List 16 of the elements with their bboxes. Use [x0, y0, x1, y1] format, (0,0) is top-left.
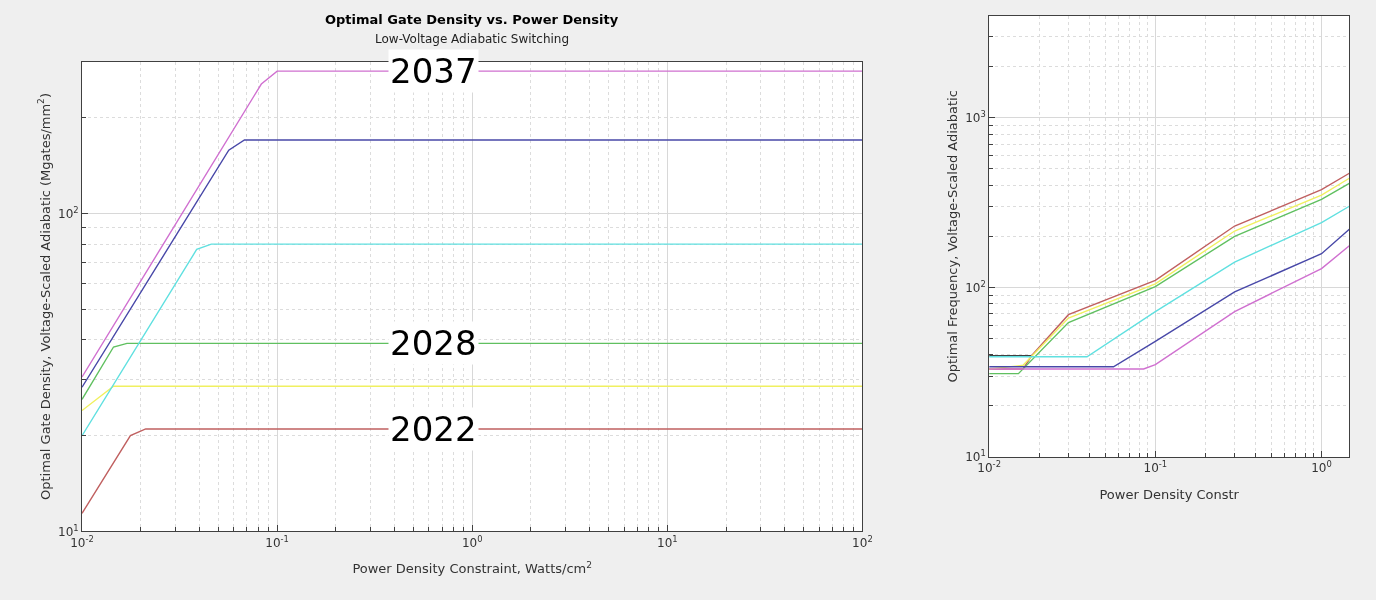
- x-tick-label: 10$^{2}$: [852, 533, 873, 550]
- y-axis-title: Optimal Frequency, Voltage-Scaled Adiabatic: [945, 90, 961, 383]
- x-tick-label: 10$^{1}$: [657, 533, 678, 550]
- x-axis-title: Power Density Constraint, Watts/cm$^{2}$: [352, 559, 593, 577]
- series-label: 2022: [390, 409, 477, 449]
- chart-title: Optimal Gate Density vs. Power Density: [325, 12, 619, 27]
- x-tick-label: 10$^{-1}$: [265, 533, 289, 550]
- y-tick-label: 10$^{2}$: [965, 278, 986, 295]
- x-tick-label: 10$^{-1}$: [1143, 459, 1168, 476]
- y-tick-label: 10$^{3}$: [965, 108, 986, 126]
- x-tick-label: 10$^{0}$: [1311, 459, 1332, 476]
- chart-subtitle: Low-Voltage Adiabatic Switching: [375, 32, 570, 46]
- series-label: 2037: [390, 51, 477, 91]
- x-axis-title: Power Density Constr: [1099, 486, 1240, 502]
- series-label: 2028: [390, 323, 477, 363]
- x-tick-label: 10$^{0}$: [461, 533, 483, 550]
